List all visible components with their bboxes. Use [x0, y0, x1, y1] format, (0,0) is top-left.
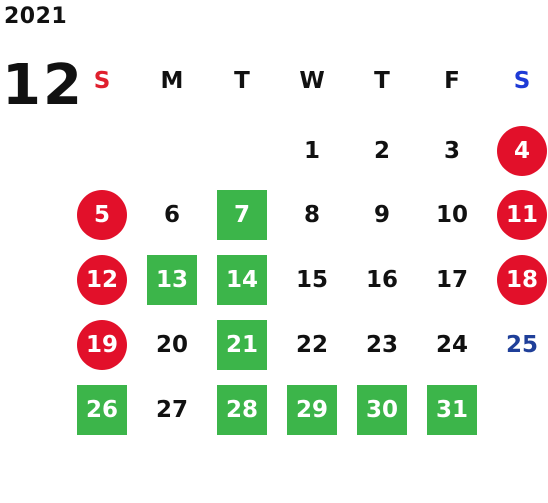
- calendar-day-20[interactable]: 20: [155, 332, 188, 358]
- weekday-tue: T: [234, 68, 250, 94]
- calendar-day-16[interactable]: 16: [365, 267, 398, 293]
- calendar-day-13[interactable]: 13: [147, 255, 197, 305]
- weekday-sun: S: [93, 68, 111, 94]
- calendar-day-29[interactable]: 29: [287, 385, 337, 435]
- calendar-day-3[interactable]: 3: [443, 138, 460, 164]
- calendar-day-9[interactable]: 9: [373, 202, 390, 228]
- calendar-day-19[interactable]: 19: [77, 320, 127, 370]
- weekday-fri: F: [444, 68, 460, 94]
- calendar-day-15[interactable]: 15: [295, 267, 328, 293]
- calendar-day-22[interactable]: 22: [295, 332, 328, 358]
- calendar-day-24[interactable]: 24: [435, 332, 468, 358]
- calendar-day-28[interactable]: 28: [217, 385, 267, 435]
- calendar-day-23[interactable]: 23: [365, 332, 398, 358]
- calendar-day-11[interactable]: 11: [497, 190, 547, 240]
- calendar-day-31[interactable]: 31: [427, 385, 477, 435]
- calendar-day-4[interactable]: 4: [497, 126, 547, 176]
- calendar-day-26[interactable]: 26: [77, 385, 127, 435]
- weekday-thu: T: [374, 68, 390, 94]
- calendar-day-12[interactable]: 12: [77, 255, 127, 305]
- calendar-day-21[interactable]: 21: [217, 320, 267, 370]
- calendar-day-1[interactable]: 1: [303, 138, 320, 164]
- calendar-day-8[interactable]: 8: [303, 202, 320, 228]
- month-number: 12: [2, 53, 84, 118]
- calendar-day-14[interactable]: 14: [217, 255, 267, 305]
- calendar-day-2[interactable]: 2: [373, 138, 390, 164]
- calendar-day-10[interactable]: 10: [435, 202, 468, 228]
- calendar-day-27[interactable]: 27: [155, 397, 188, 423]
- weekday-sat: S: [513, 68, 531, 94]
- weekday-wed: W: [299, 68, 325, 94]
- calendar-day-6[interactable]: 6: [163, 202, 180, 228]
- calendar-day-30[interactable]: 30: [357, 385, 407, 435]
- year-label: 2021: [4, 4, 68, 29]
- calendar-day-18[interactable]: 18: [497, 255, 547, 305]
- calendar-day-25[interactable]: 25: [505, 332, 538, 358]
- weekday-mon: M: [160, 68, 184, 94]
- calendar-day-5[interactable]: 5: [77, 190, 127, 240]
- calendar-day-7[interactable]: 7: [217, 190, 267, 240]
- calendar-day-17[interactable]: 17: [435, 267, 468, 293]
